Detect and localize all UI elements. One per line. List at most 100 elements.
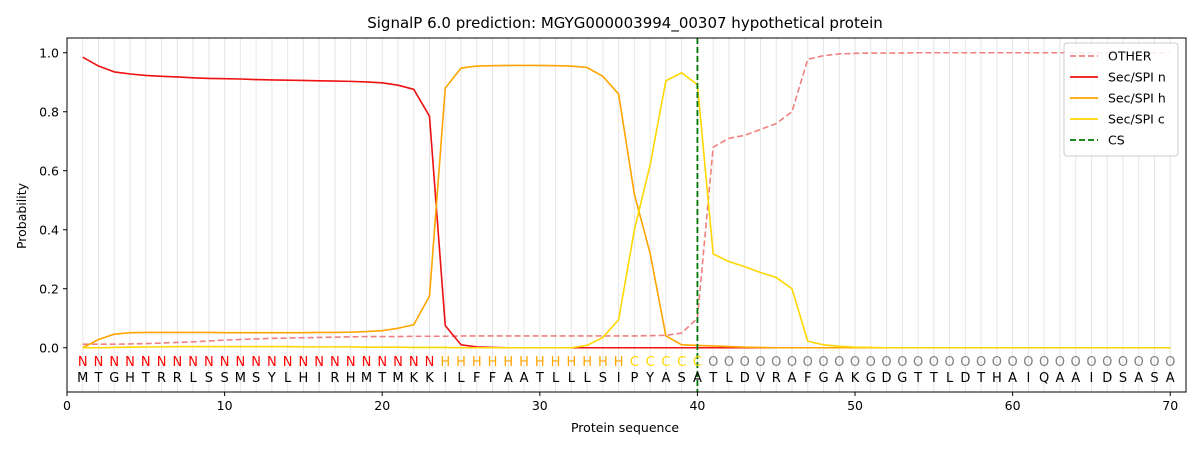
- residue-label: R: [772, 371, 781, 386]
- residue-label: Q: [1039, 371, 1049, 386]
- residue-label: T: [913, 371, 922, 386]
- y-tick-label: 0.0: [39, 340, 59, 355]
- x-tick-label: 60: [1005, 398, 1021, 413]
- region-label: H: [440, 355, 450, 370]
- residue-label: A: [693, 371, 702, 386]
- residue-label: S: [252, 371, 260, 386]
- region-label: O: [850, 355, 860, 370]
- region-label: O: [834, 355, 844, 370]
- region-label: C: [630, 355, 639, 370]
- residue-label: G: [897, 371, 907, 386]
- region-label: H: [598, 355, 608, 370]
- region-label: N: [94, 355, 104, 370]
- residue-label: A: [788, 371, 797, 386]
- y-tick-label: 0.2: [39, 281, 59, 296]
- region-label: H: [551, 355, 561, 370]
- region-label: N: [172, 355, 182, 370]
- residue-label: G: [818, 371, 828, 386]
- region-label: N: [314, 355, 324, 370]
- residue-label: L: [284, 371, 292, 386]
- y-tick-label: 1.0: [39, 45, 59, 60]
- region-label: N: [78, 355, 88, 370]
- residue-label: I: [1026, 371, 1030, 386]
- axes: 0 10 20 30 40 50 60 70 0.0 0.2 0.4 0.6 0.8 1.0: [39, 37, 1187, 413]
- region-label: N: [299, 355, 309, 370]
- residue-label: D: [882, 371, 892, 386]
- residue-label: L: [725, 371, 733, 386]
- region-label: O: [803, 355, 813, 370]
- residue-label: A: [520, 371, 529, 386]
- region-label: O: [1023, 355, 1033, 370]
- region-label: H: [456, 355, 466, 370]
- series-lines: [82, 38, 1171, 392]
- residue-label: T: [976, 371, 985, 386]
- residue-label: T: [535, 371, 544, 386]
- region-label: N: [125, 355, 135, 370]
- legend-label: Sec/SPI n: [1108, 70, 1166, 85]
- residue-label: Y: [267, 371, 276, 386]
- region-label: O: [960, 355, 970, 370]
- residue-label: A: [661, 371, 670, 386]
- region-label: O: [818, 355, 828, 370]
- legend-label: CS: [1108, 133, 1125, 148]
- residue-label: D: [1102, 371, 1112, 386]
- region-label: O: [771, 355, 781, 370]
- region-label: O: [787, 355, 797, 370]
- region-label: N: [220, 355, 230, 370]
- residue-label: R: [173, 371, 182, 386]
- residue-label: S: [220, 371, 228, 386]
- region-label: O: [1008, 355, 1018, 370]
- residue-label: I: [1090, 371, 1094, 386]
- residue-label: M: [77, 371, 88, 386]
- region-label: N: [157, 355, 167, 370]
- region-label: O: [724, 355, 734, 370]
- residue-label: A: [1055, 371, 1064, 386]
- residue-label: F: [473, 371, 480, 386]
- residue-label: Y: [645, 371, 654, 386]
- residue-label: A: [1071, 371, 1080, 386]
- residue-label: S: [205, 371, 213, 386]
- residue-label: T: [929, 371, 938, 386]
- residue-label: S: [1119, 371, 1127, 386]
- residue-label: S: [599, 371, 607, 386]
- region-label: O: [755, 355, 765, 370]
- region-label: O: [1118, 355, 1128, 370]
- region-label: N: [409, 355, 419, 370]
- x-tick-label: 10: [217, 398, 233, 413]
- region-label: O: [1071, 355, 1081, 370]
- region-label: O: [1134, 355, 1144, 370]
- residue-label: L: [457, 371, 465, 386]
- residue-label: H: [992, 371, 1002, 386]
- x-tick-label: 50: [847, 398, 863, 413]
- residue-label: L: [189, 371, 197, 386]
- region-label: H: [519, 355, 529, 370]
- residue-label: S: [1150, 371, 1158, 386]
- residue-label: I: [617, 371, 621, 386]
- residue-label: H: [125, 371, 135, 386]
- region-label: O: [1055, 355, 1065, 370]
- residue-label: L: [946, 371, 954, 386]
- region-label: N: [251, 355, 261, 370]
- region-label: O: [1039, 355, 1049, 370]
- region-label: O: [1102, 355, 1112, 370]
- chart-title: SignalP 6.0 prediction: MGYG000003994_00…: [367, 14, 883, 33]
- plot-frame: [66, 37, 1187, 393]
- residue-label: F: [804, 371, 811, 386]
- region-label: C: [646, 355, 655, 370]
- region-label: O: [1086, 355, 1096, 370]
- region-label: H: [614, 355, 624, 370]
- residue-label: G: [109, 371, 119, 386]
- region-label: O: [944, 355, 954, 370]
- residue-label: I: [443, 371, 447, 386]
- residue-label: I: [317, 371, 321, 386]
- region-label: N: [204, 355, 214, 370]
- region-label: C: [693, 355, 702, 370]
- region-label: N: [393, 355, 403, 370]
- residue-label: P: [630, 371, 638, 386]
- residue-label: D: [960, 371, 970, 386]
- x-tick-label: 0: [63, 398, 71, 413]
- series-line-other: [82, 51, 1171, 346]
- series-line-sec-spi-c: [82, 72, 1171, 349]
- residue-label: S: [678, 371, 686, 386]
- residue-label: H: [299, 371, 309, 386]
